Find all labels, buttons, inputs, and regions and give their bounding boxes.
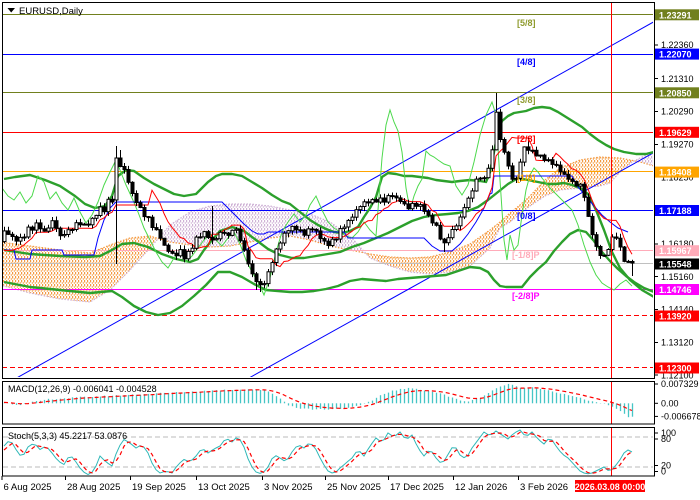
svg-text:EURUSD,Daily: EURUSD,Daily (19, 6, 83, 17)
svg-text:19 Sep 2025: 19 Sep 2025 (132, 482, 186, 493)
svg-text:3 Nov 2025: 3 Nov 2025 (264, 482, 313, 493)
svg-text:1.19629: 1.19629 (659, 128, 692, 138)
svg-text:3 Feb 2026: 3 Feb 2026 (520, 482, 568, 493)
svg-text:1.19270: 1.19270 (661, 140, 694, 150)
svg-text:1.23291: 1.23291 (659, 10, 692, 20)
svg-text:1.12100: 1.12100 (661, 370, 694, 380)
svg-text:80: 80 (661, 434, 671, 444)
svg-text:[2/8]: [2/8] (517, 134, 536, 144)
svg-text:1.22360: 1.22360 (661, 40, 694, 50)
svg-text:1.15548: 1.15548 (659, 260, 692, 270)
svg-text:1.15967: 1.15967 (659, 246, 692, 256)
svg-text:1.12300: 1.12300 (659, 364, 692, 374)
svg-text:13 Oct 2025: 13 Oct 2025 (198, 482, 250, 493)
svg-text:[0/8]: [0/8] (517, 211, 536, 221)
svg-text:[-1/8]P: [-1/8]P (512, 250, 540, 260)
svg-text:1.13120: 1.13120 (661, 338, 694, 348)
svg-text:100: 100 (661, 428, 676, 438)
svg-text:1.22070: 1.22070 (659, 50, 692, 60)
svg-text:[3/8]: [3/8] (517, 95, 536, 105)
svg-text:20: 20 (661, 461, 671, 471)
svg-text:0: 0 (661, 467, 666, 477)
svg-text:1.20850: 1.20850 (659, 88, 692, 98)
svg-text:-0.006678: -0.006678 (661, 412, 700, 422)
svg-text:1.14140: 1.14140 (661, 305, 694, 315)
svg-text:12 Jan 2026: 12 Jan 2026 (455, 482, 507, 493)
svg-text:2026.03.08 00:00: 2026.03.08 00:00 (575, 482, 646, 492)
svg-text:[-2/8]P: [-2/8]P (512, 291, 540, 301)
svg-text:17 Dec 2025: 17 Dec 2025 (390, 482, 444, 493)
svg-text:[1/8]: [1/8] (517, 173, 536, 183)
svg-text:1.20290: 1.20290 (661, 107, 694, 117)
svg-text:1.13920: 1.13920 (659, 312, 692, 322)
svg-text:0.00: 0.00 (661, 399, 679, 409)
svg-text:1.18408: 1.18408 (659, 168, 692, 178)
svg-text:1.16180: 1.16180 (661, 239, 694, 249)
svg-text:1.21310: 1.21310 (661, 74, 694, 84)
svg-text:MACD(12,26,9) -0.006041 -0.004: MACD(12,26,9) -0.006041 -0.004528 (8, 384, 157, 394)
svg-text:25 Nov 2025: 25 Nov 2025 (327, 482, 381, 493)
svg-text:1.17188: 1.17188 (659, 206, 692, 216)
svg-text:[5/8]: [5/8] (517, 18, 536, 28)
svg-text:1.14746: 1.14746 (659, 285, 692, 295)
svg-text:1.15160: 1.15160 (661, 272, 694, 282)
svg-text:6 Aug 2025: 6 Aug 2025 (4, 482, 52, 493)
svg-text:[4/8]: [4/8] (517, 57, 536, 67)
svg-text:Stoch(5,3,3) 45.2217 53.0876: Stoch(5,3,3) 45.2217 53.0876 (8, 431, 127, 441)
svg-text:0.007329: 0.007329 (661, 379, 699, 389)
svg-text:28 Aug 2025: 28 Aug 2025 (67, 482, 120, 493)
